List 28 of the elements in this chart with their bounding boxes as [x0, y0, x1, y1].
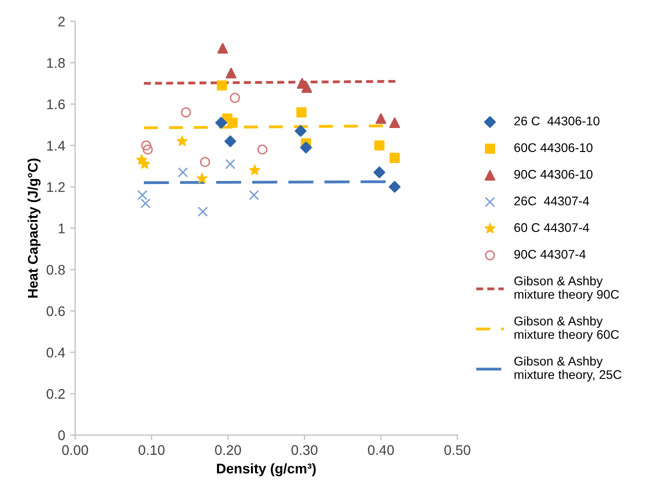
legend-label: 90C 44307-4: [514, 250, 586, 259]
y-tick-label: 1.6: [47, 99, 65, 110]
legend-label: Gibson & Ashby mixture theory 90C: [514, 276, 619, 302]
y-tick-label: 0.4: [46, 348, 65, 358]
x-axis-title: Density (g/cm³): [217, 463, 316, 476]
y-tick-label: 1.8: [47, 58, 65, 68]
x-tick-label: 0.10: [138, 445, 165, 455]
legend-label: 60C 44306-10: [514, 143, 592, 152]
y-tick-label: 0: [58, 430, 65, 440]
y-tick-label: 0.2: [46, 389, 65, 399]
y-tick-label: 1: [58, 224, 65, 234]
legend-label: 26 C 44306-10: [514, 116, 600, 126]
y-axis-title: Heat Capacity (J/g°C): [28, 158, 41, 298]
legend-label: 60 C 44307-4: [514, 223, 590, 232]
legend-label: Gibson & Ashby mixture theory 60C: [514, 316, 619, 342]
legend-label: 90C 44306-10: [514, 170, 592, 179]
y-tick-label: 0.6: [46, 306, 65, 316]
x-tick-label: 0.00: [62, 445, 88, 455]
legend-label: Gibson & Ashby mixture theory, 25C: [514, 356, 622, 382]
x-tick-label: 0.40: [368, 445, 394, 455]
y-tick-label: 1.4: [47, 140, 65, 150]
y-tick-label: 1.2: [47, 182, 65, 192]
y-tick-label: 0.8: [46, 264, 65, 275]
x-tick-label: 0.30: [291, 445, 318, 455]
y-tick-label: 2: [58, 16, 65, 26]
x-tick-label: 0.20: [215, 445, 241, 455]
x-tick-label: 0.50: [444, 445, 470, 455]
legend-label: 26C 44307-4: [514, 196, 590, 206]
